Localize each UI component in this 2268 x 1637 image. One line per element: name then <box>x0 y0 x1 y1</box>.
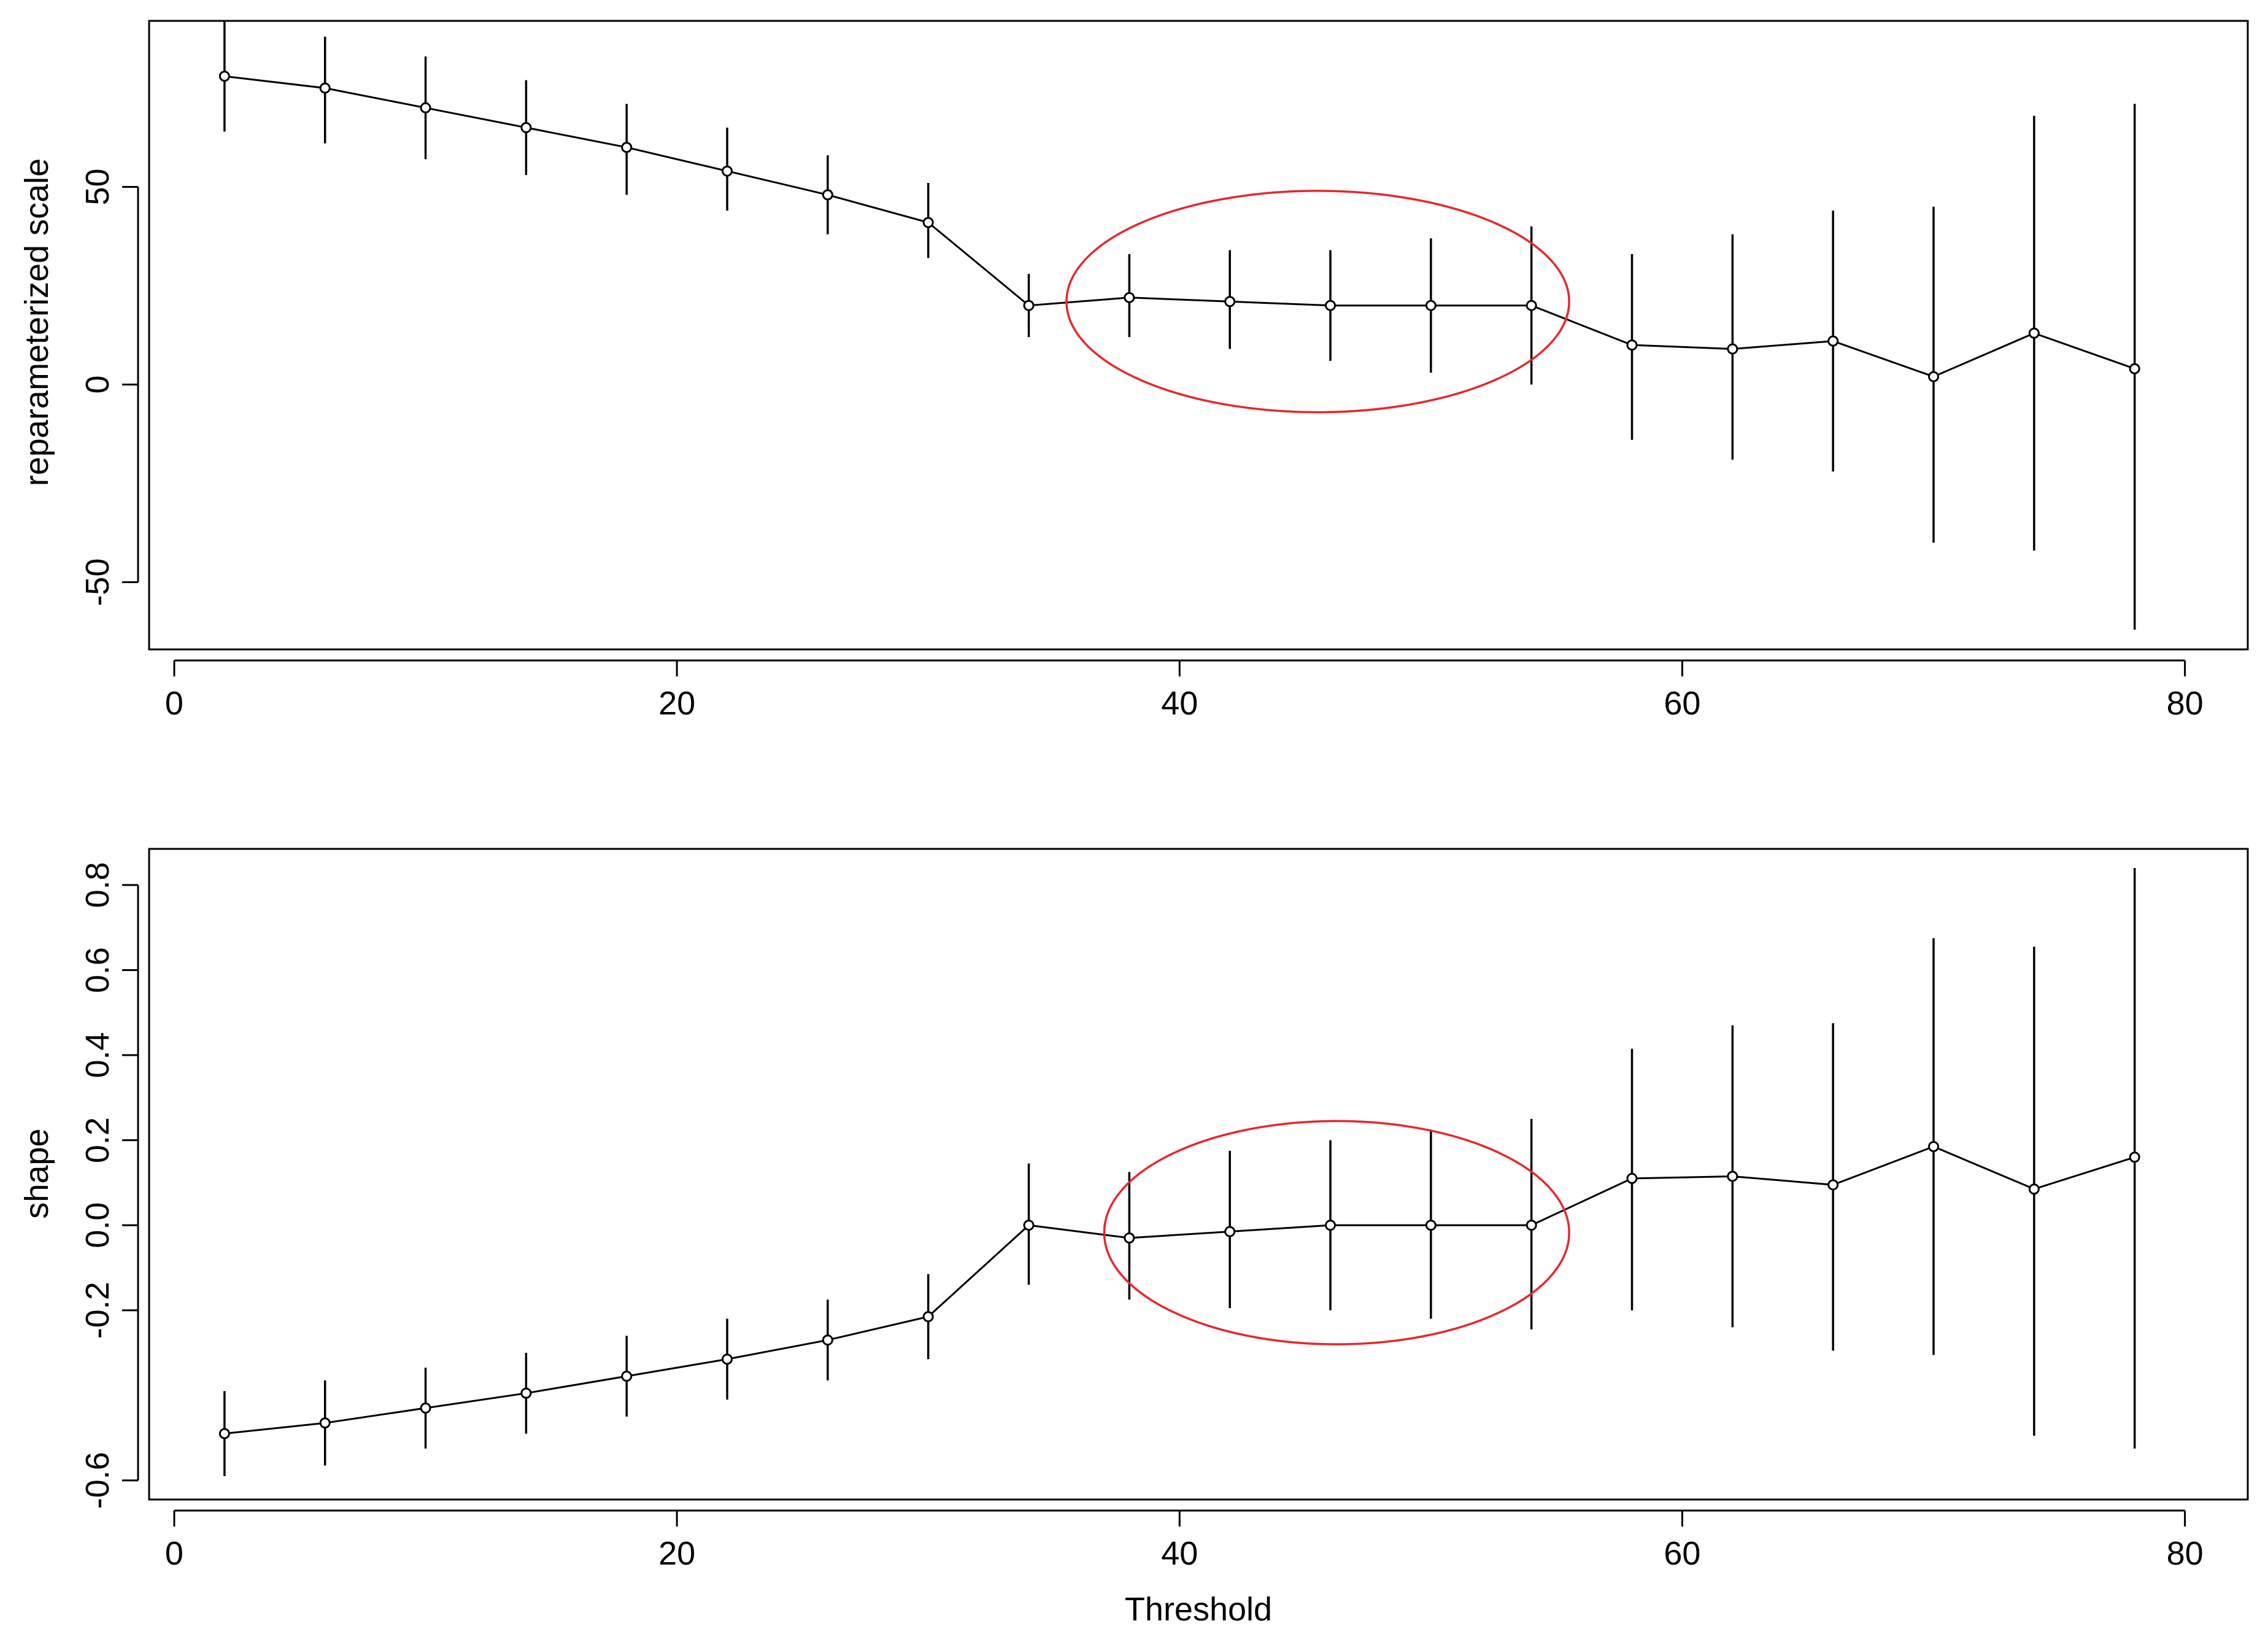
scale-point <box>1526 300 1537 311</box>
shape-point <box>922 1311 934 1323</box>
shape-point <box>1325 1220 1336 1231</box>
shape-series-line <box>224 1145 2135 1435</box>
scale-point <box>1727 343 1738 355</box>
shape-y-axis-title: shape <box>18 1128 55 1218</box>
scale-point <box>1224 296 1236 308</box>
shape-y-tick-label: 0.4 <box>79 1032 116 1078</box>
shape-point <box>1023 1220 1035 1231</box>
shape-point <box>1928 1140 1940 1152</box>
scale-y-axis: -50 0 50 <box>79 168 139 606</box>
shape-y-tick-label: 0.2 <box>79 1117 116 1163</box>
shape-x-tick-label: 0 <box>165 1535 183 1572</box>
scale-plot-area <box>218 21 2140 630</box>
shape-y-axis: -0.6 -0.2 0.0 0.2 0.4 0.6 0.8 <box>79 862 139 1509</box>
scale-x-axis: 0 20 40 60 80 <box>165 659 2204 722</box>
shape-point <box>722 1353 733 1365</box>
scale-point <box>722 165 733 177</box>
shape-y-tick-label: 0.0 <box>79 1202 116 1248</box>
shape-point <box>420 1403 431 1414</box>
shape-y-tick-label: 0.8 <box>79 862 116 908</box>
scale-point <box>1827 335 1839 347</box>
shape-point <box>1727 1171 1738 1182</box>
shape-point <box>319 1417 331 1429</box>
scale-point <box>1124 292 1135 303</box>
scale-panel: 0 20 40 60 80 -50 0 50 reparameterized scale <box>18 20 2249 722</box>
shape-point <box>1526 1220 1537 1231</box>
shape-point <box>1425 1220 1437 1231</box>
shape-plot-area <box>218 868 2140 1476</box>
scale-point <box>2129 363 2140 374</box>
shape-x-tick-label: 80 <box>2167 1535 2204 1572</box>
shape-y-tick-label: -0.6 <box>79 1452 116 1509</box>
scale-x-tick-label: 20 <box>658 685 695 722</box>
shape-x-tick-label: 40 <box>1161 1535 1198 1572</box>
shape-x-axis: 0 20 40 60 80 <box>165 1509 2204 1572</box>
shape-point <box>218 1428 230 1439</box>
shape-panel: 0 20 40 60 80 -0.6-0.20.00.20.40.60.8 shape … <box>18 848 2249 1628</box>
shape-point <box>621 1371 633 1382</box>
shape-highlight-ellipse <box>1103 1120 1570 1345</box>
scale-point <box>1325 300 1336 311</box>
scale-point <box>1928 371 1940 382</box>
scale-point <box>1425 300 1437 311</box>
scale-series-line <box>224 75 2135 378</box>
scale-point <box>420 102 431 114</box>
scale-point <box>1626 339 1638 351</box>
shape-point <box>1827 1179 1839 1191</box>
shape-y-tick-label: -0.2 <box>79 1282 116 1339</box>
shape-point <box>2028 1183 2040 1195</box>
shape-point <box>1626 1172 1638 1184</box>
shape-point <box>1124 1232 1135 1244</box>
scale-x-tick-label: 40 <box>1161 685 1198 722</box>
scale-point <box>621 142 633 153</box>
scale-y-tick-label: 0 <box>79 375 116 393</box>
scale-y-tick-label: 50 <box>79 168 116 205</box>
scale-x-tick-label: 80 <box>2167 685 2204 722</box>
scale-plot-frame <box>148 20 2249 651</box>
scale-point <box>922 217 934 228</box>
shape-point <box>520 1387 532 1399</box>
shape-x-tick-label: 60 <box>1664 1535 1700 1572</box>
scale-point <box>1023 300 1035 311</box>
scale-y-axis-title: reparameterized scale <box>18 158 55 486</box>
shape-plot-frame <box>148 848 2249 1501</box>
scale-highlight-ellipse <box>1065 190 1570 414</box>
scale-point <box>2028 327 2040 339</box>
scale-x-tick-label: 60 <box>1664 685 1700 722</box>
scale-x-tick-label: 0 <box>165 685 183 722</box>
scale-point <box>218 71 230 82</box>
scale-point <box>822 189 833 201</box>
scale-y-tick-label: -50 <box>79 558 116 606</box>
shape-point <box>1224 1226 1236 1237</box>
shape-x-axis-title: Threshold <box>1125 1591 1272 1628</box>
shape-point <box>822 1334 833 1346</box>
shape-x-tick-label: 20 <box>658 1535 695 1572</box>
scale-point <box>319 82 331 94</box>
shape-point <box>2129 1151 2140 1163</box>
shape-y-tick-label: 0.6 <box>79 947 116 993</box>
scale-point <box>520 122 532 133</box>
